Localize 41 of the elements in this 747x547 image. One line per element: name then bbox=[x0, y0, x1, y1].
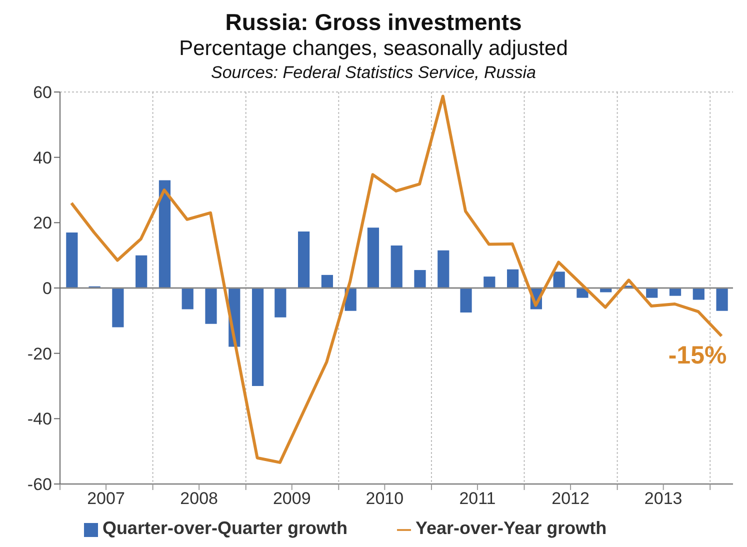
bar bbox=[321, 274, 334, 288]
legend-label: Year-over-Year growth bbox=[415, 518, 607, 538]
y-tick-label: -60 bbox=[27, 475, 52, 494]
y-tick-label: -40 bbox=[27, 410, 52, 429]
bar bbox=[298, 231, 310, 288]
bar bbox=[182, 288, 194, 310]
x-tick-label: 2011 bbox=[459, 489, 496, 508]
bar bbox=[646, 288, 658, 298]
x-tick-label: 2009 bbox=[272, 489, 311, 508]
y-tick-label: 60 bbox=[33, 83, 52, 102]
bar bbox=[414, 270, 426, 288]
bar bbox=[438, 250, 450, 288]
bar bbox=[390, 246, 402, 288]
x-tick-label: 2012 bbox=[552, 489, 590, 508]
x-tick-label: 2010 bbox=[366, 489, 404, 508]
bar bbox=[506, 269, 519, 288]
bar bbox=[553, 272, 565, 288]
bar bbox=[692, 288, 704, 300]
y-tick-label: 20 bbox=[33, 214, 52, 233]
bar bbox=[136, 255, 148, 288]
x-tick-label: 2007 bbox=[87, 489, 125, 508]
y-tick-label: 0 bbox=[42, 279, 52, 298]
bar bbox=[158, 180, 171, 288]
chart-subtitle: Percentage changes, seasonally adjusted bbox=[178, 36, 569, 62]
bar bbox=[252, 288, 264, 386]
bar bbox=[205, 288, 217, 324]
bar bbox=[716, 288, 728, 311]
bar bbox=[66, 232, 78, 288]
y-tick-label: 40 bbox=[33, 148, 52, 168]
bar bbox=[274, 288, 286, 318]
annotation: -15% bbox=[668, 342, 727, 370]
bar bbox=[484, 276, 496, 288]
x-tick-label: 2008 bbox=[180, 489, 218, 508]
x-tick-label: 2013 bbox=[644, 489, 682, 508]
bar bbox=[112, 288, 124, 328]
source-note: Sources: Federal Statistics Service, Russia bbox=[210, 62, 537, 84]
legend-label: Quarter-over-Quarter growth bbox=[102, 518, 348, 538]
chart-title: Russia: Gross investments bbox=[224, 8, 523, 36]
bar bbox=[460, 288, 472, 312]
bar bbox=[367, 228, 380, 288]
y-tick-label: -20 bbox=[27, 344, 52, 364]
